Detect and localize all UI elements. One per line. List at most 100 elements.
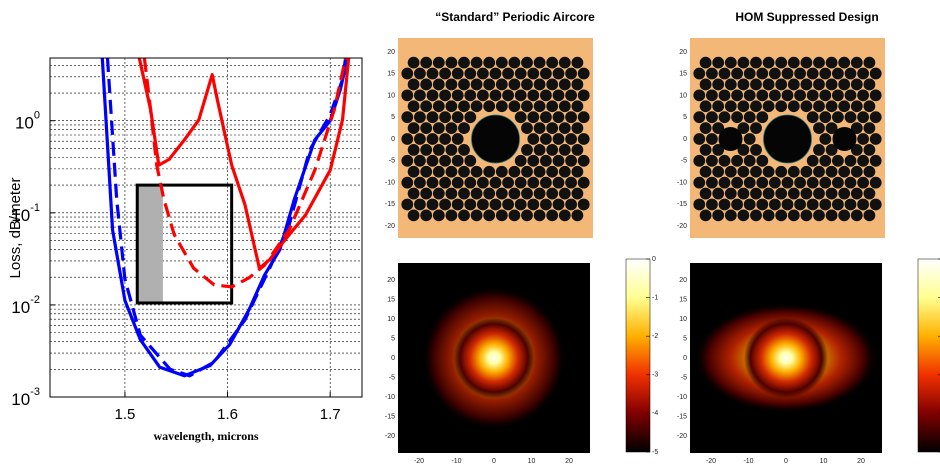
air-hole <box>826 79 838 91</box>
air-hole <box>857 199 869 211</box>
air-hole <box>452 155 464 167</box>
air-hole <box>546 79 558 91</box>
air-hole <box>464 199 476 211</box>
air-hole <box>857 111 869 123</box>
air-hole <box>801 188 813 200</box>
air-hole <box>496 166 508 178</box>
air-hole <box>769 68 781 80</box>
air-hole <box>851 57 863 69</box>
air-hole <box>700 57 712 69</box>
air-hole <box>515 199 527 211</box>
air-hole <box>731 111 743 123</box>
air-hole <box>870 68 882 80</box>
air-hole <box>540 133 552 145</box>
air-hole <box>813 188 825 200</box>
y-tick-label: 20 <box>679 49 687 56</box>
air-hole <box>807 111 819 123</box>
air-hole <box>446 100 458 112</box>
air-hole <box>401 111 413 123</box>
air-hole <box>744 155 756 167</box>
air-hole <box>851 209 863 221</box>
air-hole <box>464 89 476 101</box>
air-hole <box>433 166 445 178</box>
air-hole <box>408 57 420 69</box>
air-hole <box>534 188 546 200</box>
air-hole <box>706 89 718 101</box>
air-hole <box>864 57 876 69</box>
air-hole <box>857 133 869 145</box>
air-hole <box>408 144 420 156</box>
air-hole <box>521 188 533 200</box>
air-hole <box>452 133 464 145</box>
air-hole <box>521 79 533 91</box>
y-tick-label: -5 <box>681 374 687 381</box>
air-hole <box>471 79 483 91</box>
air-hole <box>845 155 857 167</box>
y-tick-label: -20 <box>385 223 395 230</box>
air-hole <box>572 79 584 91</box>
air-hole <box>700 100 712 112</box>
air-hole <box>826 100 838 112</box>
air-hole <box>572 144 584 156</box>
air-hole <box>540 89 552 101</box>
y-tick-label: -10 <box>385 179 395 186</box>
air-hole <box>446 79 458 91</box>
air-hole <box>408 166 420 178</box>
y-tick-label: 15 <box>387 71 395 78</box>
air-hole <box>534 57 546 69</box>
air-hole <box>801 209 813 221</box>
air-hole <box>433 188 445 200</box>
air-hole <box>477 199 489 211</box>
air-hole <box>546 144 558 156</box>
air-hole <box>693 199 705 211</box>
y-tick-base: 10 <box>11 390 30 409</box>
air-hole <box>439 68 451 80</box>
air-hole <box>738 166 750 178</box>
air-hole <box>756 68 768 80</box>
air-hole <box>693 89 705 101</box>
field-glow <box>744 318 828 398</box>
air-hole <box>725 209 737 221</box>
y-tick-label: -5 <box>389 374 395 381</box>
colorbar <box>918 259 940 452</box>
air-hole <box>763 57 775 69</box>
air-hole <box>845 89 857 101</box>
air-hole <box>420 100 432 112</box>
air-hole <box>401 177 413 189</box>
air-hole <box>546 57 558 69</box>
air-hole <box>408 209 420 221</box>
y-tick-label: 100 <box>15 110 40 134</box>
y-tick-label: 15 <box>387 296 395 303</box>
air-hole <box>477 68 489 80</box>
x-tick-label: 0 <box>784 458 788 464</box>
air-hole <box>540 68 552 80</box>
air-hole <box>838 166 850 178</box>
air-hole <box>813 166 825 178</box>
air-hole <box>807 68 819 80</box>
air-hole <box>813 144 825 156</box>
air-hole <box>731 68 743 80</box>
air-hole <box>408 79 420 91</box>
y-tick-label: -20 <box>677 433 687 440</box>
y-tick-label: 15 <box>679 296 687 303</box>
air-hole <box>832 89 844 101</box>
air-hole <box>559 100 571 112</box>
air-hole <box>414 199 426 211</box>
air-hole <box>864 79 876 91</box>
air-hole <box>483 209 495 221</box>
air-hole <box>490 199 502 211</box>
air-hole <box>559 79 571 91</box>
air-hole <box>433 100 445 112</box>
air-hole <box>471 100 483 112</box>
air-hole <box>477 89 489 101</box>
air-hole <box>857 177 869 189</box>
air-hole <box>420 188 432 200</box>
y-tick-label: -5 <box>389 158 395 165</box>
air-hole <box>838 209 850 221</box>
x-tick-label: 0 <box>492 458 496 464</box>
air-hole <box>446 166 458 178</box>
y-tick-label: -15 <box>385 201 395 208</box>
air-hole <box>439 133 451 145</box>
air-hole <box>446 188 458 200</box>
air-hole <box>458 100 470 112</box>
